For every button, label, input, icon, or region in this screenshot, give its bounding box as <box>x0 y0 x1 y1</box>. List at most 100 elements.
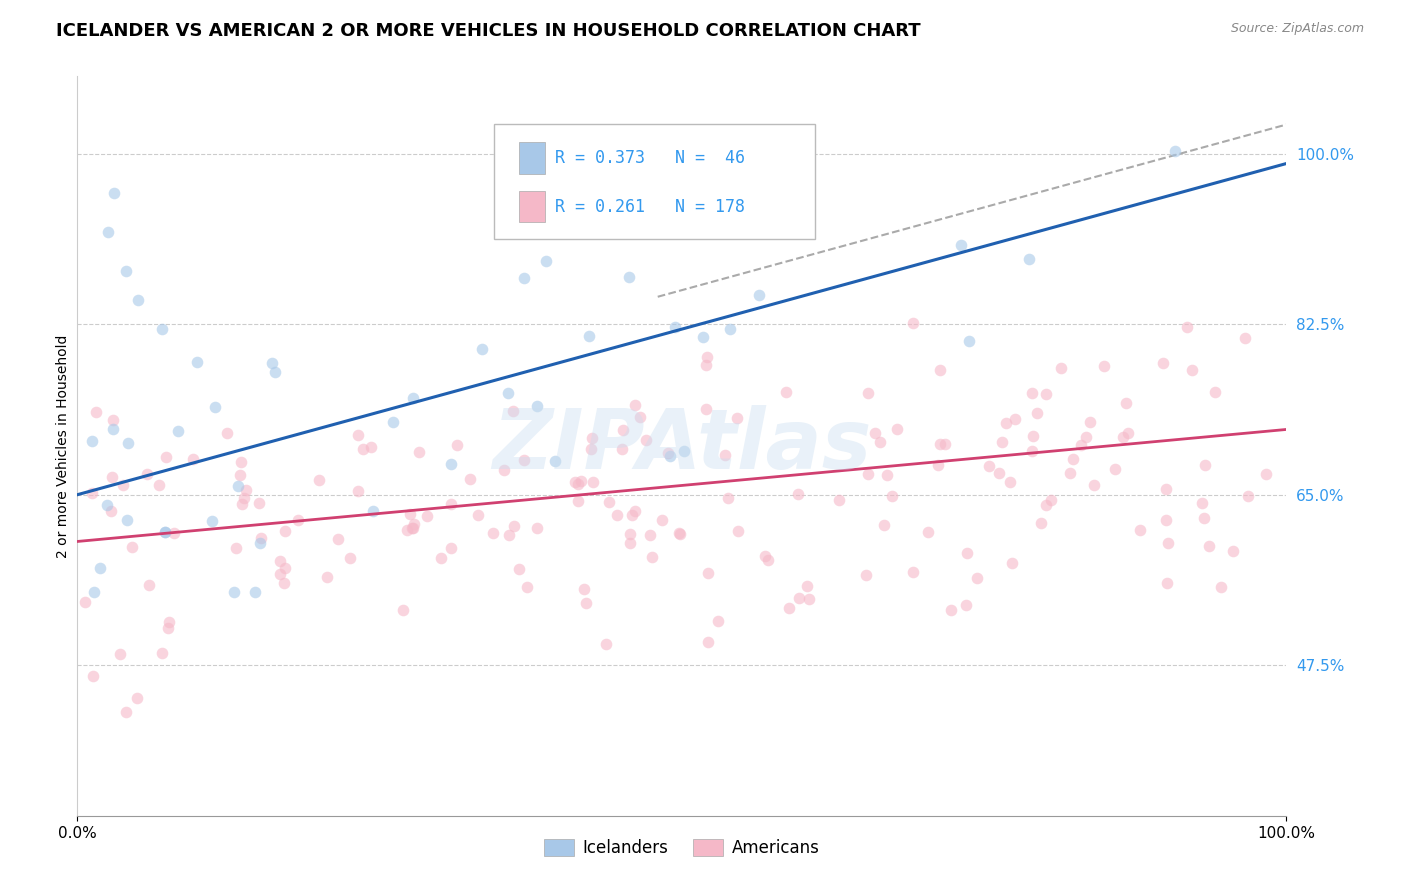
Point <box>1157 536 1180 550</box>
Point <box>876 467 898 482</box>
Point <box>361 503 384 517</box>
Point <box>226 479 249 493</box>
Point <box>508 562 530 576</box>
Point <box>446 438 468 452</box>
Point <box>138 578 160 592</box>
Point <box>987 467 1010 481</box>
Point <box>934 437 956 451</box>
Point <box>778 601 800 615</box>
Point <box>581 431 603 445</box>
Point <box>669 526 692 541</box>
Point <box>949 237 972 252</box>
Point <box>917 524 939 539</box>
Point <box>269 554 291 568</box>
Point <box>1154 513 1177 527</box>
Point <box>1035 387 1057 401</box>
Point <box>955 598 977 612</box>
Point <box>1001 556 1024 570</box>
Point <box>991 435 1014 450</box>
Point <box>163 526 186 541</box>
Point <box>148 478 170 492</box>
Point <box>101 470 124 484</box>
Point <box>1116 425 1139 440</box>
Point <box>114 706 136 720</box>
Point <box>89 561 111 575</box>
Point <box>1062 452 1084 467</box>
Point <box>630 410 652 425</box>
Point <box>83 585 105 599</box>
Point <box>612 423 634 437</box>
Point <box>166 424 188 438</box>
Point <box>717 491 740 506</box>
Point <box>567 494 589 508</box>
Point <box>1018 252 1040 266</box>
Point <box>707 614 730 628</box>
Point <box>231 455 253 469</box>
Point <box>725 411 748 425</box>
Point <box>756 553 779 567</box>
Point <box>150 646 173 660</box>
Point <box>274 524 297 539</box>
Point <box>1059 466 1081 480</box>
Point <box>578 329 600 343</box>
Point <box>581 442 603 457</box>
Point <box>103 186 125 200</box>
Point <box>606 508 628 522</box>
Point <box>534 254 557 268</box>
Point <box>927 458 949 472</box>
Point <box>1254 467 1277 481</box>
Point <box>1194 458 1216 472</box>
Point <box>668 525 690 540</box>
Text: ICELANDER VS AMERICAN 2 OR MORE VEHICLES IN HOUSEHOLD CORRELATION CHART: ICELANDER VS AMERICAN 2 OR MORE VEHICLES… <box>56 22 921 40</box>
Point <box>231 497 253 511</box>
Point <box>225 541 247 555</box>
Point <box>713 448 735 462</box>
Point <box>966 571 988 585</box>
Point <box>440 457 463 471</box>
Point <box>1211 580 1233 594</box>
Point <box>619 527 641 541</box>
Point <box>243 585 266 599</box>
Y-axis label: 2 or more Vehicles in Household: 2 or more Vehicles in Household <box>56 334 70 558</box>
Point <box>754 549 776 563</box>
Point <box>395 523 418 537</box>
Point <box>598 495 620 509</box>
Point <box>352 442 374 456</box>
Point <box>516 580 538 594</box>
Point <box>526 399 548 413</box>
Point <box>1029 516 1052 530</box>
Point <box>402 521 425 535</box>
Point <box>316 570 339 584</box>
Point <box>1198 539 1220 553</box>
Point <box>564 475 586 490</box>
Point <box>610 442 633 456</box>
Point <box>1035 499 1057 513</box>
Point <box>80 486 103 500</box>
Point <box>101 422 124 436</box>
Legend: Icelanders, Americans: Icelanders, Americans <box>537 832 827 863</box>
Point <box>787 591 810 605</box>
Point <box>399 507 422 521</box>
Point <box>620 508 643 523</box>
Text: R = 0.373   N =  46: R = 0.373 N = 46 <box>555 149 745 167</box>
Point <box>392 603 415 617</box>
Point <box>697 566 720 580</box>
Point <box>1237 490 1260 504</box>
Point <box>1025 406 1047 420</box>
Point <box>775 384 797 399</box>
Point <box>929 436 952 450</box>
Point <box>1112 430 1135 444</box>
Point <box>1129 523 1152 537</box>
Point <box>157 621 180 635</box>
Point <box>382 415 405 429</box>
Point <box>155 524 177 539</box>
Point <box>430 550 453 565</box>
FancyBboxPatch shape <box>495 124 815 239</box>
Point <box>799 592 821 607</box>
Point <box>1204 384 1226 399</box>
Point <box>273 575 295 590</box>
Point <box>502 404 524 418</box>
Point <box>856 385 879 400</box>
Point <box>1175 320 1198 334</box>
Point <box>274 560 297 574</box>
